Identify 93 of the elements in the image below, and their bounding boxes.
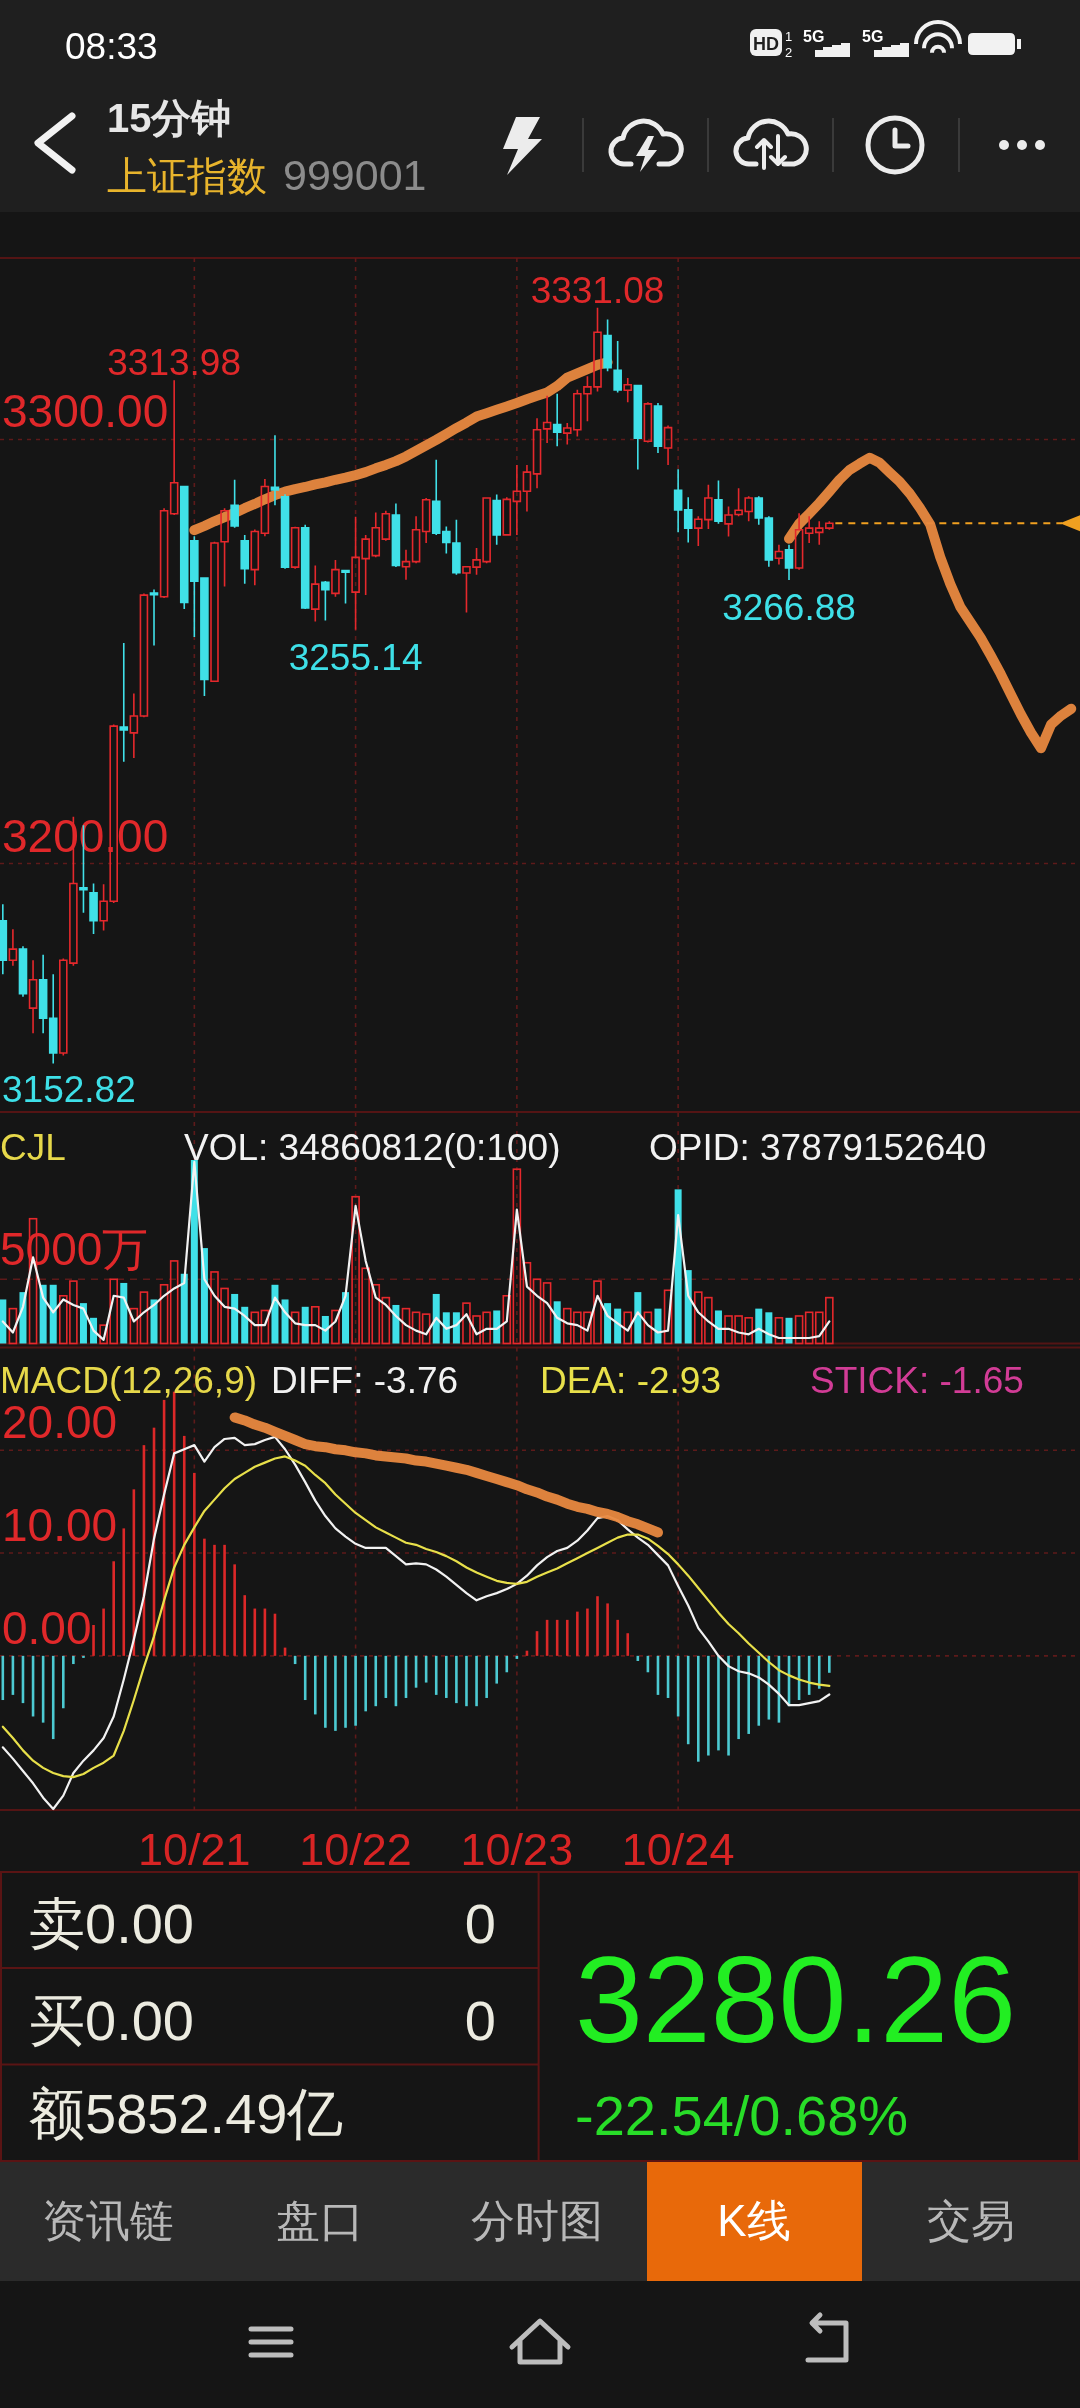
bar (774, 1317, 784, 1345)
bar (342, 1292, 350, 1344)
bar (301, 1306, 309, 1344)
bar (804, 1311, 814, 1345)
text: 卖0.00 (29, 1892, 194, 1955)
bar (169, 1260, 179, 1345)
y-tick-label: 0.00 (2, 1601, 92, 1654)
bar (159, 1283, 169, 1345)
chart-title: MACD(12,26,9) (0, 1360, 258, 1401)
bar (614, 1308, 622, 1344)
text: 资讯链 (42, 2196, 174, 2245)
bar (381, 1296, 391, 1345)
bar (281, 1299, 289, 1344)
bar (785, 1317, 793, 1344)
bar (139, 1291, 149, 1345)
bar (512, 1168, 522, 1345)
bar (79, 1303, 87, 1344)
bar (493, 1310, 501, 1344)
text: 上证指数 (107, 154, 267, 198)
bar (532, 1278, 542, 1345)
bar (623, 1311, 633, 1345)
bar (794, 1315, 804, 1345)
bar (643, 1311, 653, 1345)
text: 0 (464, 1989, 496, 2052)
bar (321, 1315, 329, 1344)
text: DEA: -2.93 (540, 1360, 721, 1401)
x-tick-label: 10/24 (621, 1824, 735, 1875)
bar (39, 1284, 47, 1344)
bar (553, 1301, 561, 1344)
bar (714, 1310, 722, 1344)
bar (331, 1309, 340, 1345)
bar (150, 1299, 158, 1344)
bar (401, 1307, 411, 1345)
bar (663, 1289, 673, 1345)
series-label: DIFF: -3.76 (271, 1360, 459, 1401)
bar (654, 1308, 662, 1344)
text: 999001 (283, 151, 427, 199)
annotation: 3255.14 (288, 636, 423, 678)
bar (8, 1307, 18, 1345)
bar (120, 1282, 128, 1344)
annotation: VOL: 34860812(0:100) (184, 1127, 561, 1168)
bar (421, 1313, 431, 1345)
y-tick-label: 10.00 (2, 1499, 118, 1552)
bar (502, 1294, 512, 1345)
bar (634, 1292, 642, 1344)
bar (392, 1304, 400, 1344)
text: 盘口 (276, 2196, 364, 2245)
annotation: STICK: -1.65 (810, 1360, 1024, 1401)
chart-title: CJL (0, 1127, 66, 1168)
bar (755, 1308, 763, 1344)
y-tick-label: 3300.00 (2, 385, 169, 438)
text: 交易 (927, 2196, 1015, 2245)
text: K线 (717, 2196, 791, 2245)
bar (271, 1284, 279, 1344)
text: 2 (785, 45, 793, 60)
text: 08:33 (65, 26, 158, 67)
bar (241, 1306, 249, 1344)
text: 5G (862, 28, 884, 45)
bar (250, 1311, 260, 1345)
text: HD (753, 34, 779, 54)
bar (765, 1312, 773, 1344)
bar (290, 1311, 300, 1345)
x-tick-label: 10/21 (138, 1824, 251, 1875)
text: 0 (464, 1892, 496, 1955)
annotation: 3152.82 (2, 1069, 136, 1110)
text: 5G (803, 28, 825, 45)
text: 买0.00 (29, 1989, 194, 2052)
x-tick-label: 10/22 (299, 1824, 412, 1875)
annotation: OPID: 37879152640 (649, 1127, 987, 1168)
bar (604, 1303, 612, 1344)
bar (310, 1306, 320, 1345)
text: 15分钟 (107, 96, 232, 140)
bar (49, 1284, 57, 1344)
bar (442, 1312, 450, 1344)
bar (231, 1293, 239, 1344)
bar (0, 1299, 7, 1344)
annotation: 3331.08 (530, 269, 665, 311)
bar (522, 1261, 532, 1345)
bar (542, 1282, 552, 1345)
annotation: 3266.88 (722, 586, 856, 628)
bar (180, 1273, 188, 1344)
x-tick-label: 10/23 (460, 1824, 574, 1875)
text: 额5852.49亿 (29, 2082, 344, 2145)
text: 1 (785, 29, 793, 44)
bar (411, 1311, 421, 1345)
text: 3280.26 (575, 1932, 1016, 2068)
text: -22.54/0.68% (575, 2084, 909, 2147)
text: 分时图 (471, 2196, 603, 2245)
bar (129, 1307, 139, 1345)
annotation: 3313.98 (107, 342, 242, 384)
bar (432, 1293, 440, 1344)
bar (452, 1312, 460, 1344)
bar (260, 1309, 270, 1345)
